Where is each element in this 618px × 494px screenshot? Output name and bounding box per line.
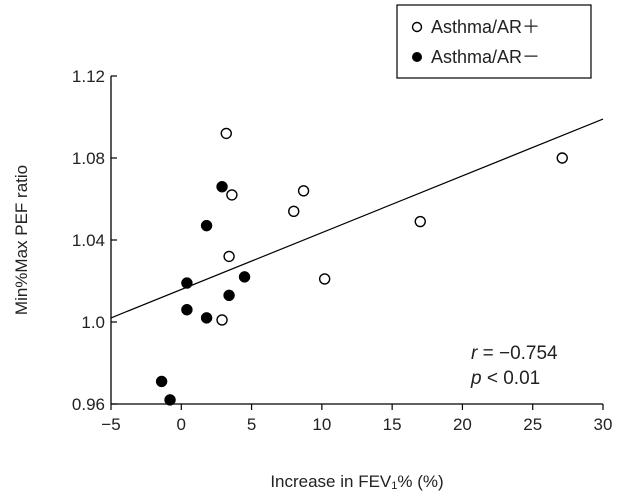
x-tick-label: −5 [101,415,120,434]
data-point-asthma-ar-plus [297,185,310,197]
data-point-asthma-ar-minus [155,375,168,388]
legend-box [396,4,592,79]
y-tick-label: 1.0 [81,313,105,332]
x-axis-title: Increase in FEV1% (%) [270,472,443,492]
r-statistic: r = −0.754 [471,343,558,364]
data-point-asthma-ar-minus [181,303,193,316]
data-point-asthma-ar-plus [288,205,300,218]
y-tick-label: 1.04 [72,231,105,250]
x-tick-label: 10 [312,415,331,434]
data-point-asthma-ar-plus [226,189,238,201]
p-value: < 0.01 [482,368,541,389]
data-point-asthma-ar-minus [200,312,213,324]
data-point-asthma-ar-plus [556,152,568,164]
x-axis-title-subscript: 1 [391,480,397,492]
x-axis-title-main: Increase in FEV [270,472,392,491]
data-point-asthma-ar-plus [220,127,232,140]
r-value: = −0.754 [477,343,558,364]
data-point-asthma-ar-plus [216,314,228,326]
data-point-asthma-ar-minus [181,277,193,289]
data-point-asthma-ar-plus [318,273,331,285]
data-point-asthma-ar-plus [223,250,235,263]
x-tick-label: 25 [523,415,542,434]
x-axis-title-suffix: % (%) [397,472,443,491]
legend-label-asthma-ar-plus: Asthma/AR＋ [431,17,540,37]
y-tick-label: 0.96 [72,395,105,414]
y-axis-title: Min%Max PEF ratio [12,165,31,315]
x-tick-label: 20 [453,415,472,434]
data-point-asthma-ar-minus [216,180,228,193]
x-tick-label: 0 [177,415,186,434]
p-statistic: p < 0.01 [470,368,540,389]
data-point-asthma-ar-plus [414,215,426,228]
data-point-asthma-ar-minus [164,394,176,406]
x-tick-label: 30 [594,415,613,434]
data-point-asthma-ar-minus [223,289,235,302]
y-tick-label: 1.12 [72,67,105,86]
r-symbol: r [471,343,478,364]
regression-line [110,118,604,319]
legend-label-asthma-ar-minus: Asthma/AR－ [431,47,540,67]
plot-area: −5 0 5 10 15 20 25 30 0.96 1.0 1.04 1.08 1.12 [72,67,613,434]
legend-marker-asthma-ar-plus [411,21,423,33]
stats-annotation: r = −0.754 p < 0.01 [470,343,558,389]
data-point-asthma-ar-minus [200,219,213,232]
legend-marker-asthma-ar-minus [412,52,422,62]
data-point-asthma-ar-minus [238,271,251,283]
x-tick-label: 5 [247,415,256,434]
p-symbol: p [470,368,482,389]
y-tick-label: 1.08 [72,149,105,168]
x-tick-label: 15 [383,415,402,434]
legend: Asthma/AR＋ Asthma/AR－ [396,4,592,79]
